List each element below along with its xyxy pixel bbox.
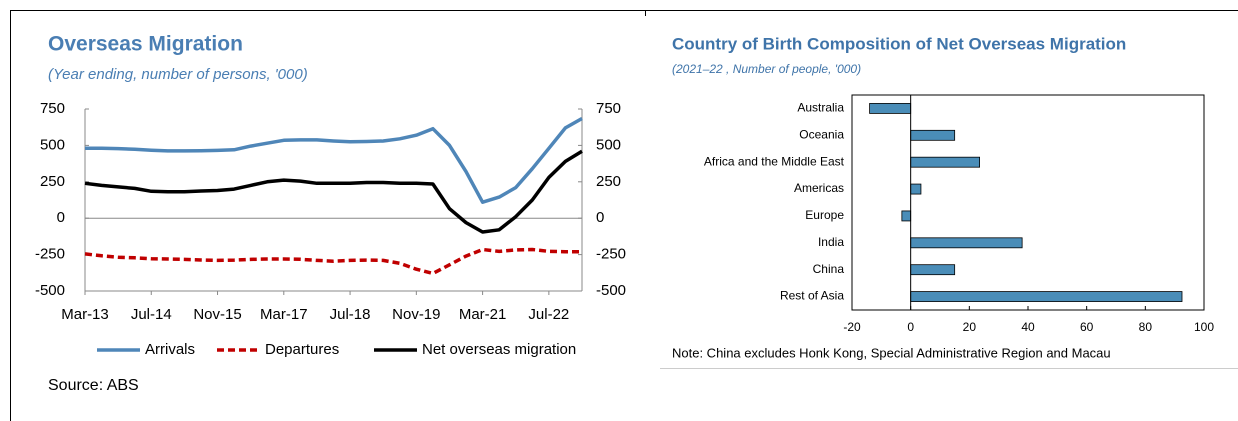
bar [910, 264, 956, 276]
x-tick-label: Jul-18 [330, 306, 371, 323]
x-tick-label: 20 [963, 320, 977, 334]
x-tick-label: 0 [907, 320, 914, 334]
x-tick-label: Mar-17 [260, 306, 308, 323]
chart-subtitle: (2021–22 , Number of people, '000) [672, 62, 861, 76]
bar [910, 183, 922, 195]
x-tick-label: Nov-19 [392, 306, 440, 323]
x-tick-label: Mar-13 [61, 306, 109, 323]
chart-note: Source: ABS [48, 377, 139, 394]
x-tick-label: Jul-14 [131, 306, 172, 323]
plot-frame [851, 94, 1205, 311]
chart-note: Note: China excludes Honk Kong, Special … [672, 345, 1111, 360]
bar [910, 156, 981, 168]
legend-label: Arrivals [145, 341, 195, 358]
y-tick-label: India [818, 235, 844, 249]
x-tick-label: -20 [843, 320, 861, 334]
bar [901, 210, 912, 222]
y-tick-label: 250 [40, 173, 65, 190]
x-tick-label: Mar-21 [459, 306, 507, 323]
y-tick-label: Americas [794, 181, 844, 195]
series-line [84, 149, 583, 234]
series-line [85, 116, 583, 204]
y-tick-label: -250 [35, 246, 65, 263]
y-tick-label: China [813, 262, 845, 276]
chart-title: Overseas Migration [48, 33, 243, 56]
y-tick-label: Australia [797, 101, 844, 115]
bar [910, 129, 956, 141]
x-tick-label: 40 [1021, 320, 1035, 334]
x-tick-label: Nov-15 [193, 306, 241, 323]
y2-tick-label: 750 [596, 100, 621, 117]
bar [910, 291, 1183, 302]
x-tick-label: 100 [1194, 320, 1214, 334]
x-tick-label: 80 [1139, 320, 1153, 334]
y-tick-label: Africa and the Middle East [704, 154, 845, 168]
legend-label: Net overseas migration [422, 341, 576, 358]
bar [869, 103, 912, 114]
y-tick-label: Europe [805, 208, 844, 222]
y-tick-label: Rest of Asia [780, 289, 844, 303]
y2-tick-label: -500 [596, 282, 626, 299]
y-tick-label: 500 [40, 136, 65, 153]
x-tick-label: Jul-22 [528, 306, 569, 323]
series-line [84, 247, 582, 276]
chart-title: Country of Birth Composition of Net Over… [672, 34, 1126, 53]
y-tick-label: 750 [40, 100, 65, 117]
y-tick-label: 0 [57, 209, 65, 226]
y-tick-label: -500 [35, 282, 65, 299]
y2-tick-label: 0 [596, 209, 604, 226]
y-tick-label: Oceania [799, 127, 844, 141]
chart-subtitle: (Year ending, number of persons, '000) [48, 66, 308, 83]
bar [910, 237, 1023, 249]
x-tick-label: 60 [1080, 320, 1094, 334]
y2-tick-label: 500 [596, 136, 621, 153]
y2-tick-label: 250 [596, 173, 621, 190]
y2-tick-label: -250 [596, 246, 626, 263]
legend-label: Departures [265, 341, 339, 358]
